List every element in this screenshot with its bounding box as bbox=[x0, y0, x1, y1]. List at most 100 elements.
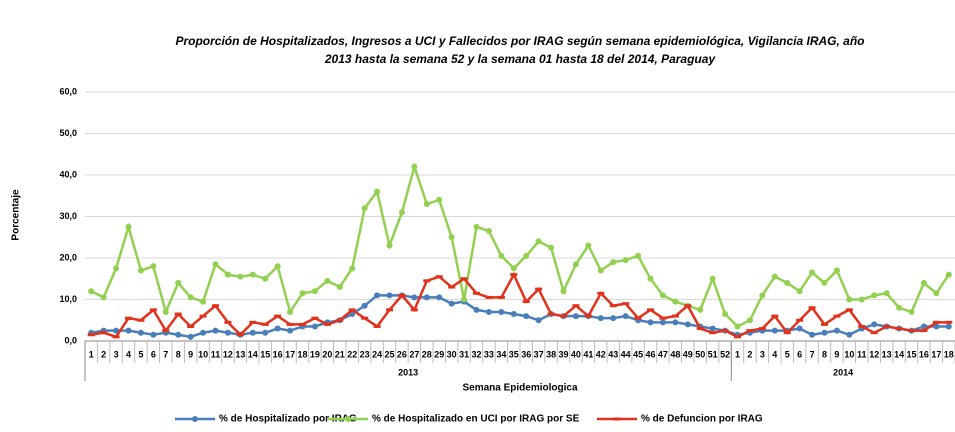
data-point bbox=[920, 323, 927, 330]
data-point bbox=[249, 320, 257, 324]
data-point bbox=[833, 267, 840, 274]
y-tick-label: 30,0 bbox=[59, 211, 77, 221]
x-tick-label: 5 bbox=[785, 349, 790, 359]
data-point bbox=[758, 327, 766, 331]
x-tick-label: 13 bbox=[882, 349, 892, 359]
data-point bbox=[746, 329, 754, 333]
data-point bbox=[174, 312, 182, 316]
x-tick-label: 21 bbox=[335, 349, 345, 359]
y-tick-label: 60,0 bbox=[59, 86, 77, 96]
data-point bbox=[871, 321, 878, 328]
data-point bbox=[286, 322, 294, 326]
x-tick-label: 34 bbox=[496, 349, 506, 359]
data-point bbox=[249, 329, 256, 336]
data-point bbox=[846, 296, 853, 303]
x-tick-label: 39 bbox=[558, 349, 568, 359]
x-tick-label: 5 bbox=[138, 349, 143, 359]
data-point bbox=[659, 316, 667, 320]
x-tick-label: 8 bbox=[822, 349, 827, 359]
data-point bbox=[336, 284, 343, 291]
data-point bbox=[287, 327, 294, 334]
x-tick-label: 38 bbox=[546, 349, 556, 359]
x-tick-label: 25 bbox=[384, 349, 394, 359]
x-tick-label: 52 bbox=[720, 349, 730, 359]
x-tick-label: 17 bbox=[285, 349, 295, 359]
data-point bbox=[933, 323, 940, 330]
x-tick-label: 4 bbox=[126, 349, 131, 359]
data-point bbox=[224, 320, 232, 324]
data-point bbox=[448, 234, 455, 241]
x-tick-label: 10 bbox=[844, 349, 854, 359]
data-point bbox=[821, 322, 828, 326]
data-point bbox=[497, 295, 505, 299]
x-tick-label: 24 bbox=[372, 349, 382, 359]
data-point bbox=[846, 331, 853, 338]
x-tick-label: 16 bbox=[919, 349, 929, 359]
x-tick-label: 6 bbox=[151, 349, 156, 359]
data-point bbox=[361, 205, 368, 212]
series-line bbox=[91, 294, 949, 339]
data-point bbox=[883, 324, 891, 328]
chart-title: 2013 hasta la semana 52 y la semana 01 h… bbox=[324, 52, 717, 66]
x-tick-label: 8 bbox=[176, 349, 181, 359]
data-point bbox=[908, 329, 915, 333]
data-point bbox=[622, 313, 629, 320]
x-tick-label: 9 bbox=[834, 349, 839, 359]
data-point bbox=[622, 257, 629, 264]
data-point bbox=[771, 327, 778, 334]
x-tick-label: 32 bbox=[471, 349, 481, 359]
x-tick-label: 47 bbox=[658, 349, 668, 359]
data-point bbox=[212, 261, 219, 268]
data-point bbox=[572, 304, 580, 308]
x-tick-label: 2 bbox=[747, 349, 752, 359]
data-point bbox=[274, 314, 282, 318]
data-point bbox=[287, 308, 294, 315]
data-point bbox=[311, 316, 319, 320]
data-point bbox=[299, 290, 306, 297]
data-point bbox=[523, 313, 530, 320]
data-point bbox=[722, 311, 729, 318]
x-tick-label: 12 bbox=[869, 349, 879, 359]
x-tick-label: 26 bbox=[397, 349, 407, 359]
data-point bbox=[349, 265, 356, 272]
data-point bbox=[833, 314, 841, 318]
x-tick-label: 42 bbox=[596, 349, 606, 359]
data-point bbox=[100, 294, 107, 301]
data-point bbox=[671, 314, 679, 318]
x-tick-label: 37 bbox=[534, 349, 544, 359]
x-tick-label: 31 bbox=[459, 349, 469, 359]
x-tick-label: 30 bbox=[447, 349, 457, 359]
data-point bbox=[299, 322, 306, 326]
series-line bbox=[90, 162, 950, 328]
data-point bbox=[411, 294, 418, 301]
data-point bbox=[945, 271, 952, 278]
data-point bbox=[187, 333, 194, 340]
data-point bbox=[547, 312, 555, 316]
x-tick-label: 11 bbox=[211, 349, 221, 359]
data-point bbox=[771, 273, 778, 280]
x-tick-label: 18 bbox=[297, 349, 307, 359]
data-point bbox=[175, 331, 182, 338]
x-tick-label: 15 bbox=[906, 349, 916, 359]
data-point bbox=[374, 188, 381, 195]
data-point bbox=[870, 331, 878, 335]
data-point bbox=[485, 308, 492, 315]
data-point bbox=[696, 327, 704, 331]
data-point bbox=[809, 269, 816, 276]
data-point bbox=[249, 271, 256, 278]
data-point bbox=[274, 263, 281, 270]
x-tick-label: 45 bbox=[633, 349, 643, 359]
x-tick-label: 6 bbox=[797, 349, 802, 359]
data-point bbox=[883, 290, 890, 297]
data-point bbox=[920, 329, 928, 333]
y-tick-label: 50,0 bbox=[59, 128, 77, 138]
data-point bbox=[548, 244, 555, 251]
data-point bbox=[610, 259, 617, 266]
data-point bbox=[336, 318, 344, 322]
data-point bbox=[684, 304, 692, 308]
data-point bbox=[858, 324, 866, 328]
data-point bbox=[461, 296, 468, 303]
data-point bbox=[796, 288, 803, 295]
data-point bbox=[784, 279, 791, 286]
data-point bbox=[149, 308, 157, 312]
